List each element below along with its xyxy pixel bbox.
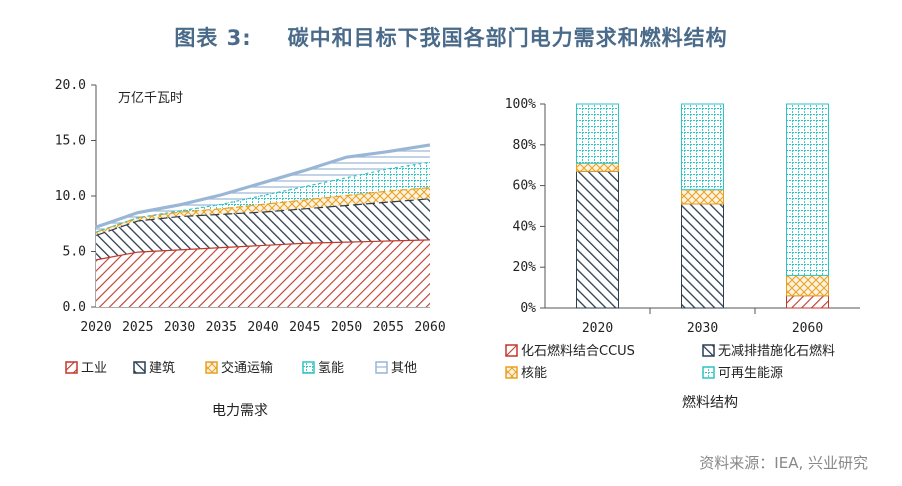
legend-label-2: 核能	[521, 366, 547, 381]
source-note: 资料来源：IEA, 兴业研究	[699, 454, 868, 472]
x-tick-label: 2040	[247, 320, 278, 335]
power-demand-subtitle: 电力需求	[212, 403, 268, 419]
fuel-structure-subtitle: 燃料结构	[682, 394, 738, 411]
y-tick-label: 15.0	[55, 134, 86, 149]
x-tick-label: 2060	[414, 320, 445, 335]
area-series-0	[96, 239, 430, 307]
x-tick-label: 2020	[582, 321, 613, 336]
legend-label-1: 建筑	[149, 360, 175, 376]
area-series-3	[96, 161, 430, 232]
legend-label-0: 工业	[81, 361, 107, 376]
legend-label-3: 可再生能源	[718, 366, 783, 381]
legend-swatch-3	[702, 366, 715, 379]
x-tick-label: 2030	[164, 320, 195, 335]
bar-2030-series-2	[681, 189, 724, 205]
figure-title: 图表 3: 碳中和目标下我国各部门电力需求和燃料结构	[0, 22, 902, 52]
y-tick-label: 40%	[513, 219, 537, 234]
legend-swatch-4	[375, 361, 388, 374]
legend-label-1: 无减排措施化石燃料	[718, 343, 835, 359]
fuel-structure-bar-chart: 0% 20% 40% 60% 80% 100% 2020 2030 2060 化石燃料结合CC…	[505, 97, 860, 411]
legend-swatch-0	[505, 344, 518, 357]
power-demand-area-chart: 万亿千瓦时 0.0 5.0 10.0 15.0 20.0 2020 2025 2030 203…	[55, 78, 446, 419]
area-series-2	[96, 187, 430, 235]
x-tick-label: 2025	[122, 320, 153, 335]
y-tick-label: 80%	[513, 138, 537, 153]
x-tick-label: 2020	[80, 320, 111, 335]
y-tick-label: 0%	[520, 301, 536, 316]
legend-swatch-2	[505, 366, 518, 379]
y-tick-label: 5.0	[63, 245, 86, 260]
legend-swatch-3	[302, 361, 315, 374]
y-tick-label: 10.0	[55, 189, 86, 204]
y-tick-label: 20.0	[55, 78, 86, 93]
legend-swatch-0	[65, 361, 78, 374]
legend-label-4: 其他	[391, 361, 417, 376]
y-tick-label: 0.0	[63, 300, 86, 315]
bar-2020-series-3	[576, 103, 619, 164]
legend-label-2: 交通运输	[221, 360, 273, 376]
figure-label: 图表 3:	[174, 26, 252, 50]
bar-2060-series-3	[786, 103, 829, 276]
x-tick-label: 2035	[206, 320, 237, 335]
legend-label-0: 化石燃料结合CCUS	[521, 343, 635, 359]
legend-swatch-1	[133, 361, 146, 374]
x-tick-label: 2050	[331, 320, 362, 335]
bar-2020-series-2	[576, 162, 619, 172]
y-tick-label: 20%	[513, 260, 537, 275]
area-series-1	[96, 198, 430, 260]
bar-2060-series-2	[786, 274, 829, 297]
y-tick-label: 60%	[513, 179, 537, 194]
y-tick-label: 100%	[505, 97, 536, 112]
legend-label-3: 氢能	[318, 361, 344, 376]
bar-2060-series-0	[786, 295, 829, 309]
x-tick-label: 2045	[289, 320, 320, 335]
bar-2030-series-1	[681, 203, 724, 309]
x-tick-label: 2060	[792, 321, 823, 336]
y-axis-unit-label: 万亿千瓦时	[118, 91, 183, 106]
legend-swatch-2	[205, 361, 218, 374]
x-tick-label: 2055	[373, 320, 404, 335]
area-series-line-4	[95, 143, 431, 229]
bar-2020-series-1	[576, 170, 619, 309]
figure-title-text: 碳中和目标下我国各部门电力需求和燃料结构	[287, 26, 728, 50]
bar-2030-series-3	[681, 103, 724, 191]
x-tick-label: 2030	[687, 321, 718, 336]
area-series-4	[96, 144, 430, 232]
legend-swatch-1	[702, 344, 715, 357]
